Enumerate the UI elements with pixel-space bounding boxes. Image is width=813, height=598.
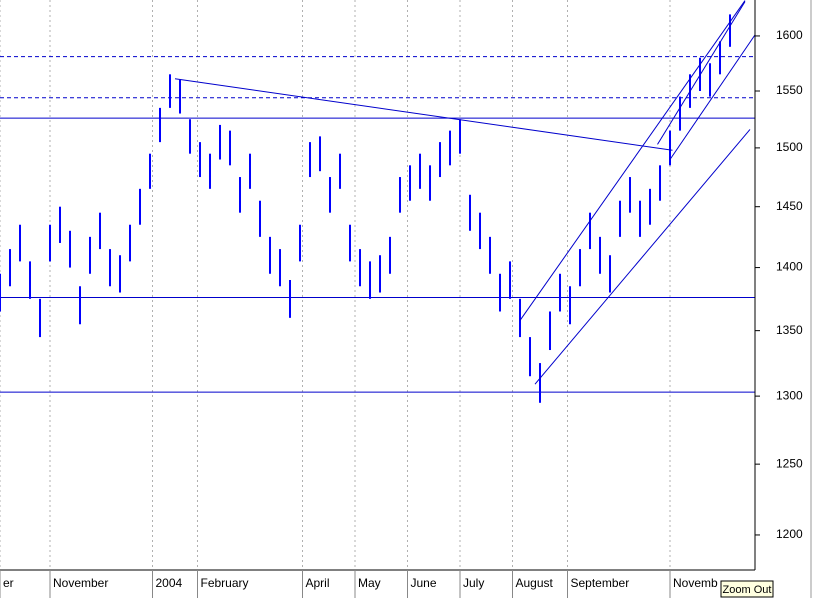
trend-line [519,0,746,321]
y-tick-label: 1600 [776,28,803,42]
y-tick-label: 1300 [776,388,803,402]
x-tick-label: er [3,576,14,590]
y-tick-label: 1200 [776,527,803,541]
x-tick-label: Novemb [673,576,718,590]
x-tick-label: April [306,576,330,590]
y-tick-label: 1250 [776,456,803,470]
x-tick-label: August [516,576,554,590]
plot-area [0,0,755,570]
trend-line [534,129,751,385]
y-tick-label: 1500 [776,140,803,154]
trend-line [669,34,755,160]
y-tick-label: 1350 [776,323,803,337]
y-tick-label: 1450 [776,199,803,213]
button-label[interactable]: Zoom Out [723,584,772,596]
x-tick-label: September [571,576,630,590]
zoom-out-button[interactable]: Zoom Out [720,580,774,598]
x-tick-label: November [53,576,108,590]
trend-line [174,78,673,151]
button-box[interactable] [720,580,774,598]
x-tick-label: February [201,576,249,590]
x-tick-label: 2004 [156,576,183,590]
x-tick-label: July [463,576,484,590]
y-tick-label: 1550 [776,83,803,97]
x-tick-label: May [358,576,381,590]
x-tick-label: June [411,576,437,590]
y-tick-label: 1400 [776,260,803,274]
trend-line [657,1,746,145]
